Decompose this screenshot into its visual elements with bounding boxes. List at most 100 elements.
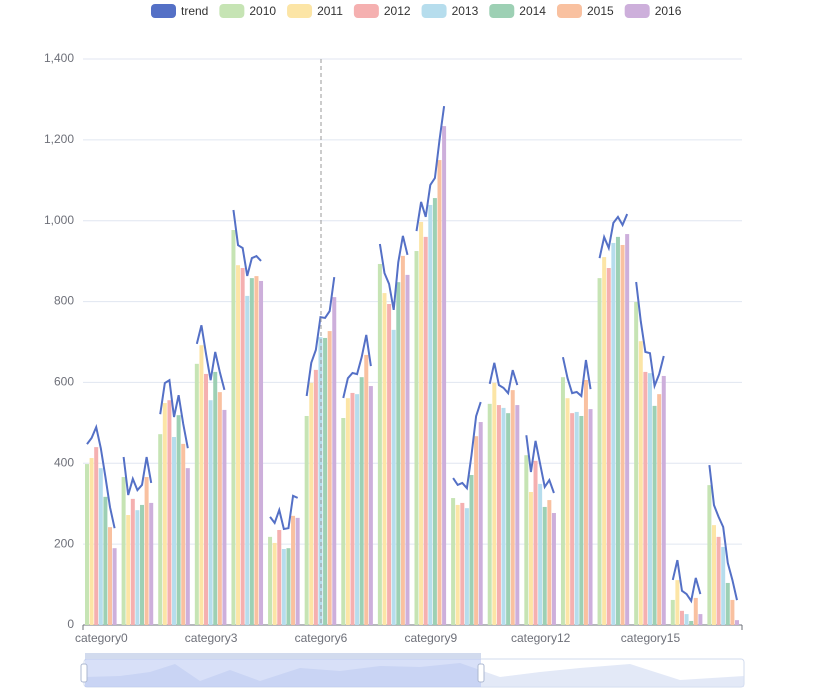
bar bbox=[98, 468, 103, 625]
bar bbox=[135, 510, 140, 625]
bar bbox=[277, 529, 282, 625]
x-tick-label: category3 bbox=[185, 631, 238, 645]
bar bbox=[437, 160, 442, 626]
bar bbox=[625, 234, 630, 625]
trend-line bbox=[232, 209, 262, 277]
bar bbox=[245, 295, 250, 625]
bar bbox=[524, 455, 529, 625]
legend-item[interactable]: 2016 bbox=[624, 4, 682, 18]
bar bbox=[377, 263, 382, 625]
bar bbox=[208, 400, 213, 625]
y-tick-label: 0 bbox=[67, 617, 74, 631]
legend: trend 2010 2011 2012 2013 2014 2015 2016 bbox=[151, 4, 682, 18]
zoom-handle[interactable] bbox=[477, 663, 485, 683]
bar bbox=[478, 422, 483, 625]
x-tick-label: category15 bbox=[621, 631, 681, 645]
legend-item[interactable]: 2011 bbox=[287, 4, 343, 18]
bar bbox=[323, 337, 328, 625]
bar bbox=[583, 380, 588, 625]
bar bbox=[149, 502, 154, 625]
legend-label: 2012 bbox=[384, 4, 411, 18]
trend-line bbox=[269, 494, 299, 531]
legend-label: 2011 bbox=[317, 4, 343, 18]
legend-item[interactable]: 2010 bbox=[219, 4, 276, 18]
y-tick-label: 200 bbox=[54, 536, 74, 550]
bar bbox=[432, 198, 437, 625]
legend-item[interactable]: 2013 bbox=[421, 4, 479, 18]
bar bbox=[730, 599, 735, 625]
trend-line bbox=[488, 362, 519, 396]
zoom-window[interactable] bbox=[85, 659, 481, 687]
bar bbox=[332, 297, 337, 625]
legend-swatch bbox=[219, 4, 245, 18]
legend-item[interactable]: 2012 bbox=[353, 4, 411, 18]
bar bbox=[661, 375, 666, 625]
bar bbox=[309, 382, 314, 625]
bar bbox=[533, 460, 538, 625]
bar bbox=[460, 502, 465, 625]
bar bbox=[359, 377, 364, 625]
bar bbox=[341, 418, 346, 625]
legend-item[interactable]: 2014 bbox=[489, 4, 546, 18]
bar bbox=[428, 204, 433, 625]
legend-swatch bbox=[421, 4, 447, 18]
bar bbox=[638, 341, 643, 625]
zoom-bar[interactable] bbox=[85, 653, 481, 659]
bar bbox=[194, 363, 199, 625]
bar bbox=[620, 244, 625, 625]
bar bbox=[236, 265, 241, 625]
bar bbox=[108, 527, 112, 625]
bar bbox=[689, 620, 694, 625]
bar bbox=[542, 506, 547, 625]
bar bbox=[679, 610, 684, 625]
bar bbox=[734, 620, 739, 625]
bar bbox=[286, 548, 291, 625]
data-zoom[interactable] bbox=[80, 653, 745, 688]
bar bbox=[464, 508, 469, 625]
bar bbox=[313, 369, 318, 625]
bar bbox=[327, 331, 332, 625]
bar bbox=[538, 483, 543, 625]
trend-line bbox=[122, 456, 153, 496]
bar bbox=[570, 413, 575, 625]
bar bbox=[615, 236, 620, 625]
y-tick-label: 1,000 bbox=[44, 213, 74, 227]
legend-swatch bbox=[353, 4, 379, 18]
bar bbox=[185, 468, 190, 625]
y-tick-label: 1,400 bbox=[44, 51, 74, 65]
bar bbox=[501, 407, 506, 625]
y-tick-label: 600 bbox=[54, 375, 74, 389]
bar bbox=[721, 546, 726, 625]
bar bbox=[167, 400, 172, 625]
bar bbox=[144, 477, 149, 625]
zoom-handle[interactable] bbox=[80, 663, 88, 683]
trend-line bbox=[598, 213, 629, 259]
bar bbox=[103, 496, 108, 625]
bar bbox=[419, 221, 424, 626]
bar bbox=[291, 515, 296, 625]
trend-line bbox=[159, 378, 189, 449]
legend-item[interactable]: trend bbox=[151, 4, 208, 18]
bar bbox=[693, 597, 698, 625]
bar bbox=[140, 504, 145, 625]
bar bbox=[281, 548, 286, 625]
trend-line bbox=[561, 356, 592, 398]
bar bbox=[162, 403, 167, 625]
bar bbox=[606, 268, 611, 625]
legend-label: 2016 bbox=[655, 4, 682, 18]
bar bbox=[707, 485, 712, 625]
bar bbox=[602, 257, 607, 625]
bar bbox=[204, 373, 209, 625]
bar bbox=[611, 242, 616, 625]
bar bbox=[391, 329, 396, 625]
bar bbox=[85, 464, 89, 625]
legend-item[interactable]: 2015 bbox=[556, 4, 614, 18]
bar bbox=[176, 415, 181, 625]
bar bbox=[382, 293, 387, 625]
trend-line bbox=[708, 465, 738, 601]
bar bbox=[268, 536, 273, 625]
bar bbox=[455, 504, 460, 625]
bar bbox=[574, 411, 579, 625]
bar bbox=[318, 337, 323, 625]
bar bbox=[451, 498, 456, 625]
